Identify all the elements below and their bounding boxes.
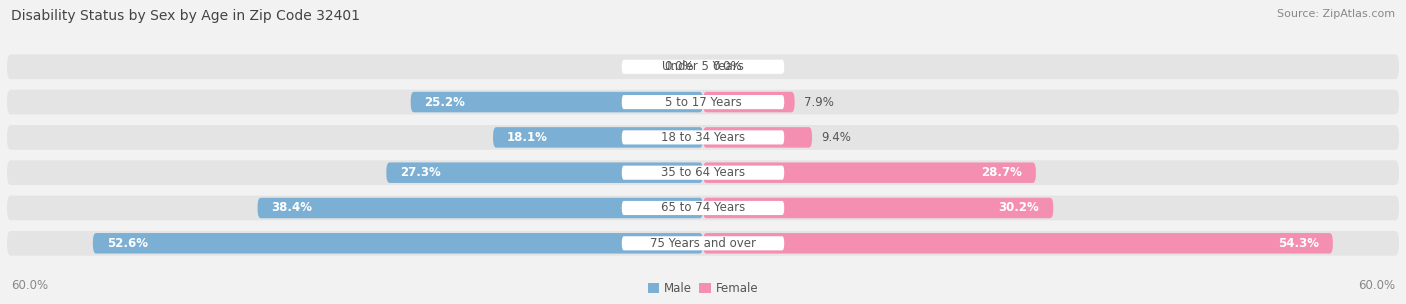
FancyBboxPatch shape xyxy=(387,162,703,183)
Text: 18.1%: 18.1% xyxy=(508,131,548,144)
Text: 54.3%: 54.3% xyxy=(1278,237,1319,250)
Text: 38.4%: 38.4% xyxy=(271,202,312,215)
FancyBboxPatch shape xyxy=(621,95,785,109)
Text: 0.0%: 0.0% xyxy=(713,60,742,73)
FancyBboxPatch shape xyxy=(7,196,1399,220)
FancyBboxPatch shape xyxy=(7,90,1399,114)
Text: 30.2%: 30.2% xyxy=(998,202,1039,215)
FancyBboxPatch shape xyxy=(494,127,703,148)
Legend: Male, Female: Male, Female xyxy=(648,282,758,295)
FancyBboxPatch shape xyxy=(703,127,813,148)
FancyBboxPatch shape xyxy=(621,130,785,144)
Text: 27.3%: 27.3% xyxy=(401,166,441,179)
Text: Disability Status by Sex by Age in Zip Code 32401: Disability Status by Sex by Age in Zip C… xyxy=(11,9,360,23)
Text: 9.4%: 9.4% xyxy=(821,131,851,144)
Text: 5 to 17 Years: 5 to 17 Years xyxy=(665,95,741,109)
FancyBboxPatch shape xyxy=(7,125,1399,150)
Text: 28.7%: 28.7% xyxy=(981,166,1022,179)
Text: 7.9%: 7.9% xyxy=(804,95,834,109)
Text: 75 Years and over: 75 Years and over xyxy=(650,237,756,250)
FancyBboxPatch shape xyxy=(7,231,1399,256)
Text: 35 to 64 Years: 35 to 64 Years xyxy=(661,166,745,179)
FancyBboxPatch shape xyxy=(7,54,1399,79)
FancyBboxPatch shape xyxy=(411,92,703,112)
Text: Source: ZipAtlas.com: Source: ZipAtlas.com xyxy=(1277,9,1395,19)
FancyBboxPatch shape xyxy=(703,198,1053,218)
FancyBboxPatch shape xyxy=(703,162,1036,183)
Text: 65 to 74 Years: 65 to 74 Years xyxy=(661,202,745,215)
Text: 60.0%: 60.0% xyxy=(11,279,48,292)
FancyBboxPatch shape xyxy=(93,233,703,254)
FancyBboxPatch shape xyxy=(7,160,1399,185)
Text: 0.0%: 0.0% xyxy=(664,60,693,73)
Text: 60.0%: 60.0% xyxy=(1358,279,1395,292)
Text: 25.2%: 25.2% xyxy=(425,95,465,109)
FancyBboxPatch shape xyxy=(621,201,785,215)
FancyBboxPatch shape xyxy=(621,60,785,74)
FancyBboxPatch shape xyxy=(257,198,703,218)
Text: 52.6%: 52.6% xyxy=(107,237,148,250)
FancyBboxPatch shape xyxy=(621,166,785,180)
FancyBboxPatch shape xyxy=(703,233,1333,254)
FancyBboxPatch shape xyxy=(703,92,794,112)
FancyBboxPatch shape xyxy=(621,236,785,250)
Text: 18 to 34 Years: 18 to 34 Years xyxy=(661,131,745,144)
Text: Under 5 Years: Under 5 Years xyxy=(662,60,744,73)
